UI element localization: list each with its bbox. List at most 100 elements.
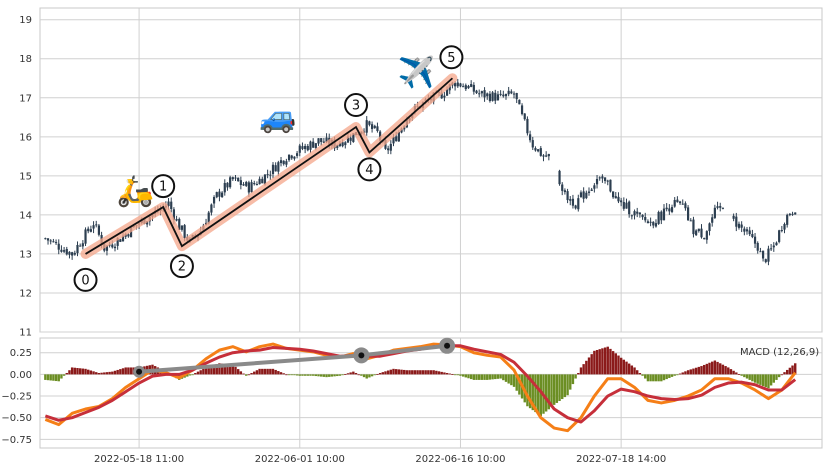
macd-hist-bar <box>453 374 457 376</box>
macd-hist-bar <box>515 374 518 391</box>
candle-body <box>745 229 749 232</box>
candle-body <box>716 206 719 208</box>
candle-body <box>373 125 376 129</box>
macd-hist-bar <box>392 368 395 375</box>
candle-body <box>496 94 500 101</box>
macd-hist-bar <box>386 370 390 375</box>
macd-hist-bar <box>105 372 109 375</box>
car-icon: 🚙 <box>259 100 296 135</box>
candle-body <box>751 234 754 237</box>
candle-body <box>250 182 253 193</box>
candle-body <box>697 228 700 232</box>
macd-hist-bar <box>507 374 510 384</box>
candle-body <box>121 235 125 242</box>
macd-hist-bar <box>293 374 296 376</box>
macd-hist-bar <box>598 349 601 375</box>
candle-body <box>491 92 494 101</box>
macd-hist-bar <box>210 365 213 375</box>
candle-body <box>400 128 403 133</box>
macd-hist-bar <box>328 374 331 377</box>
macd-hist-bar <box>536 374 540 415</box>
macd-hist-bar <box>103 372 106 375</box>
x-axis-labels: 2022-05-18 11:00 2022-06-01 10:00 2022-06-… <box>94 454 666 465</box>
macd-hist-bar <box>333 374 336 377</box>
macd-hist-bar <box>290 374 293 376</box>
macd-hist-bar <box>338 374 342 376</box>
candle-body <box>670 207 674 212</box>
macd-hist-bar <box>108 371 111 375</box>
macd-hist-bar <box>518 374 521 395</box>
candle-body <box>298 145 301 153</box>
macd-hist-bar <box>314 374 318 377</box>
candle-body <box>223 182 226 193</box>
macd-hist-bar <box>60 374 63 379</box>
macd-hist-bar <box>52 374 55 381</box>
candle-body <box>338 143 342 146</box>
macd-hist-bar <box>566 374 569 396</box>
macd-hist-bar <box>95 372 98 375</box>
macd-hist-bar <box>250 372 253 375</box>
candle-body <box>660 211 663 221</box>
macd-hist-bar <box>443 372 446 375</box>
candle-body <box>512 93 516 95</box>
macd-hist-bar <box>662 374 666 381</box>
macd-hist-bar <box>231 364 235 375</box>
candle-body <box>569 199 572 201</box>
candle-body <box>392 137 395 144</box>
macd-hist-bar <box>587 357 591 375</box>
macd-hist-bar <box>611 351 615 375</box>
candle-body <box>595 178 599 185</box>
trend-marker-dot <box>136 368 143 375</box>
candle-body <box>780 230 783 232</box>
macd-hist-bar <box>419 370 422 375</box>
candle-body <box>783 224 786 230</box>
candle-body <box>713 207 716 218</box>
candle-body <box>504 93 508 97</box>
candle-body <box>212 197 216 204</box>
candle-body <box>116 238 119 246</box>
macd-hist-bar <box>467 374 470 379</box>
macd-hist-bar <box>405 370 409 375</box>
macd-hist-bar <box>700 366 703 375</box>
macd-hist-bar <box>424 370 427 375</box>
candle-body <box>686 207 690 221</box>
macd-hist-bar <box>644 374 647 379</box>
candle-body <box>676 199 679 203</box>
macd-hist-bar <box>528 374 532 409</box>
macd-hist-bar <box>694 367 698 375</box>
macd-hist-bar <box>277 371 280 375</box>
candle-body <box>127 234 130 237</box>
macd-hist-bar <box>298 374 301 376</box>
macd-hist-bar <box>494 374 497 380</box>
candle-body <box>167 201 170 207</box>
macd-hist-bar <box>539 374 543 416</box>
macd-hist-bar <box>561 374 564 400</box>
candle-body <box>234 177 237 179</box>
candle-body <box>526 118 529 134</box>
macd-hist-bar <box>362 374 366 378</box>
candle-body <box>732 215 735 219</box>
candle-body <box>287 154 291 161</box>
candle-body <box>68 251 71 255</box>
candle-body <box>301 146 304 149</box>
candle-body <box>379 131 382 141</box>
macd-hist-bar <box>708 362 711 375</box>
candle-body <box>778 230 781 242</box>
candle-body <box>454 83 457 87</box>
candle-body <box>561 184 564 191</box>
candle-body <box>721 207 725 209</box>
candle-body <box>295 153 299 156</box>
macd-hist-bar <box>78 368 82 375</box>
macd-hist-bar <box>585 360 588 375</box>
macd-hist-bar <box>654 374 658 382</box>
candle-body <box>81 243 84 247</box>
candle-body <box>770 248 773 250</box>
wave-label-circle <box>439 45 464 70</box>
macd-hist-bar <box>544 374 548 412</box>
macd-hist-bar <box>788 367 792 375</box>
macd-hist-bar <box>483 374 486 380</box>
price-y-tick-label: 11 <box>19 328 32 339</box>
macd-hist-bar <box>76 368 79 375</box>
candle-body <box>571 198 575 206</box>
macd-hist-bar <box>416 370 419 375</box>
